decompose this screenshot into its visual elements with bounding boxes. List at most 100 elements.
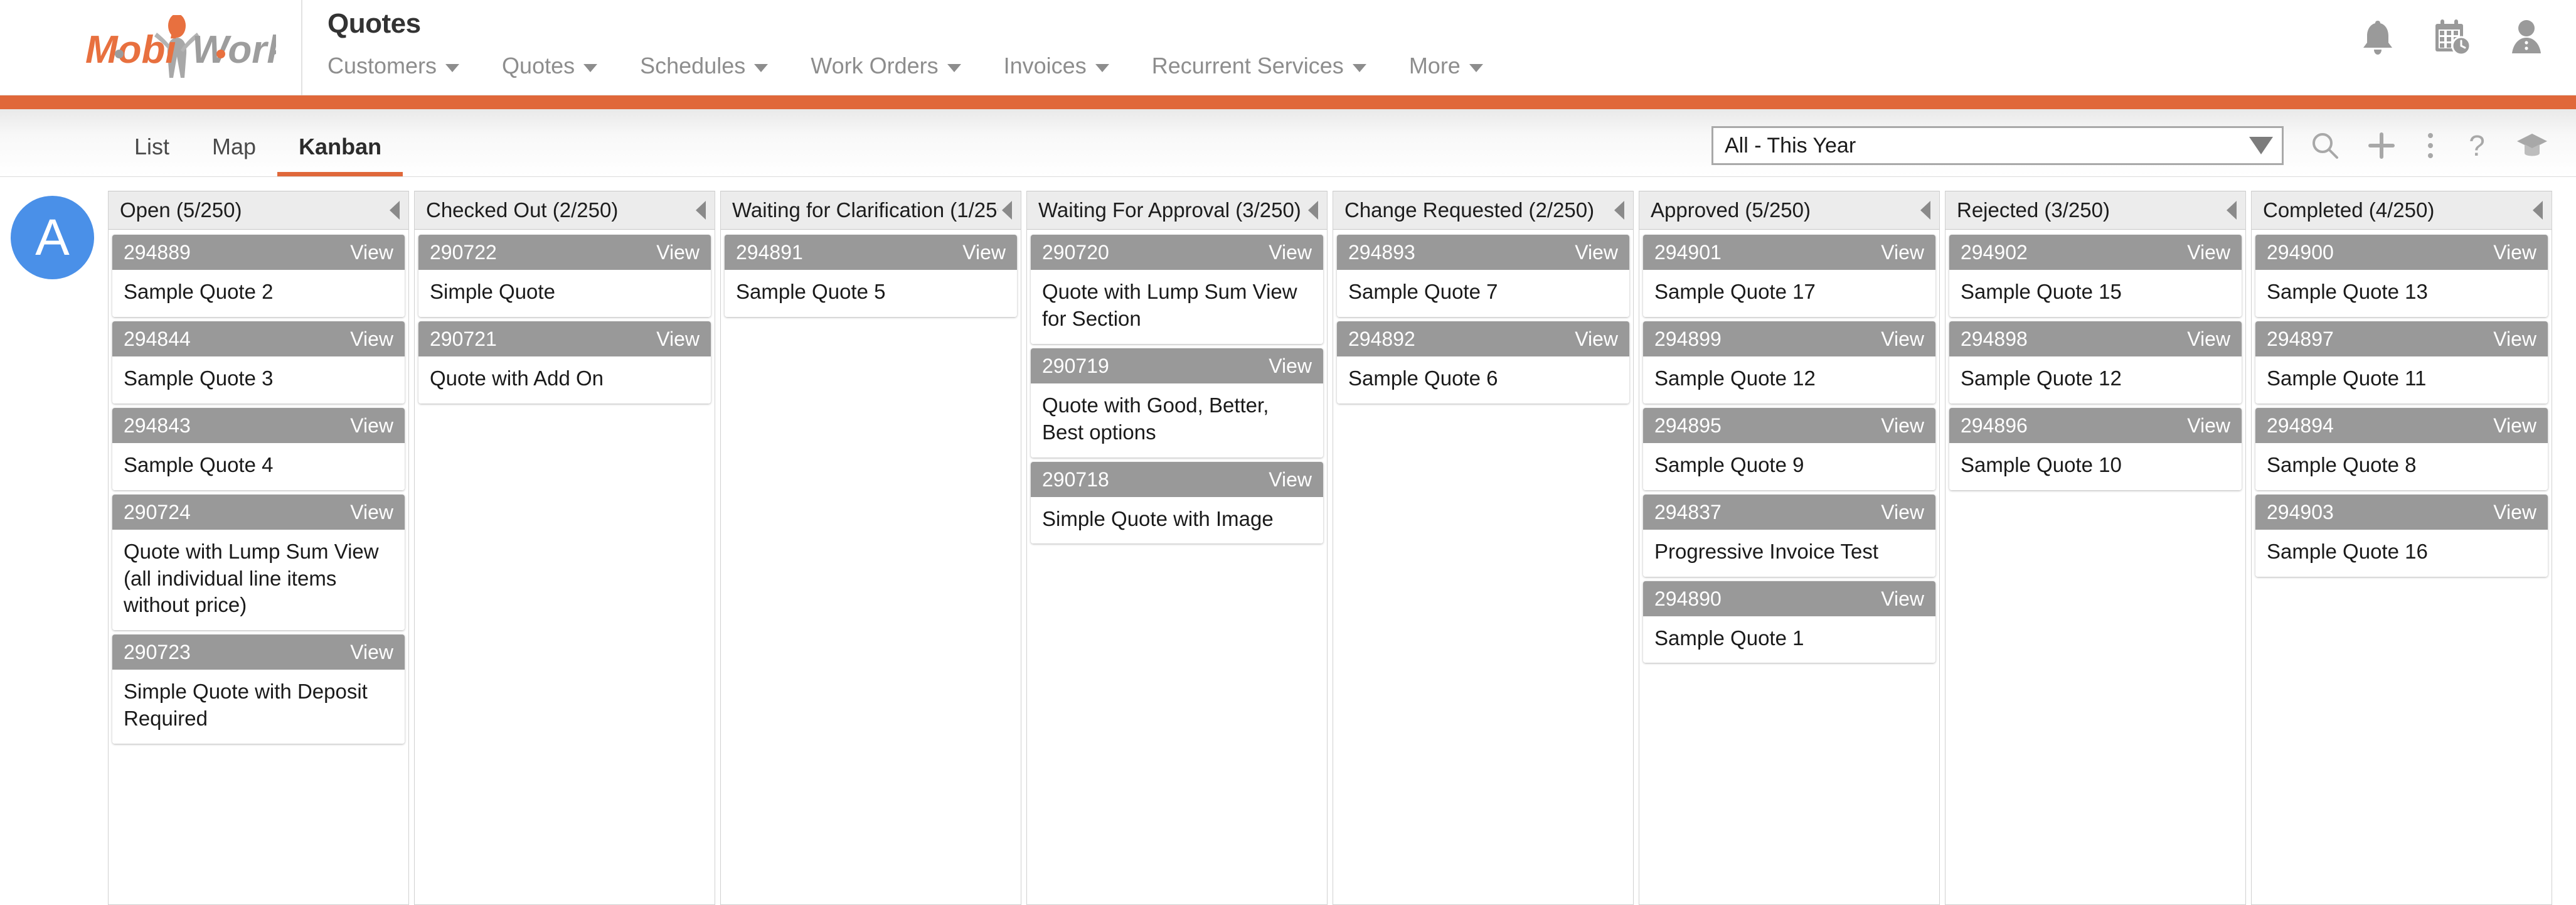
kanban-card[interactable]: 294899 View Sample Quote 12 <box>1643 321 1935 404</box>
toolbar: All - This Year ? <box>1711 126 2548 165</box>
kanban-card[interactable]: 290723 View Simple Quote with Deposit Requ… <box>112 635 405 744</box>
nav-item-more[interactable]: More <box>1409 53 1483 79</box>
view-link[interactable]: View <box>1881 587 1924 610</box>
calendar-clock-icon[interactable] <box>2432 19 2473 56</box>
kanban-card[interactable]: 294890 View Sample Quote 1 <box>1643 581 1935 663</box>
view-link[interactable]: View <box>1881 327 1924 350</box>
chevron-left-icon[interactable] <box>1614 201 1624 220</box>
kanban-card[interactable]: 294900 View Sample Quote 13 <box>2255 235 2548 317</box>
view-link[interactable]: View <box>350 414 393 437</box>
view-link[interactable]: View <box>2493 327 2536 350</box>
view-link[interactable]: View <box>656 241 700 264</box>
kanban-card[interactable]: 294894 View Sample Quote 8 <box>2255 407 2548 490</box>
kanban-column-header[interactable]: Checked Out (2/250) <box>415 191 715 230</box>
view-link[interactable]: View <box>2493 241 2536 264</box>
kanban-column-header[interactable]: Change Requested (2/250) <box>1333 191 1633 230</box>
chevron-down-icon <box>583 63 598 72</box>
chevron-left-icon[interactable] <box>1920 201 1930 220</box>
kanban-column-header[interactable]: Waiting for Clarification (1/250) <box>721 191 1021 230</box>
graduation-cap-icon[interactable] <box>2516 131 2548 161</box>
kanban-card[interactable]: 294893 View Sample Quote 7 <box>1337 235 1629 317</box>
more-vertical-icon[interactable] <box>2423 131 2438 161</box>
view-link[interactable]: View <box>1575 327 1618 350</box>
kanban-card[interactable]: 290720 View Quote with Lump Sum View for S… <box>1031 235 1323 344</box>
kanban-card[interactable]: 290718 View Simple Quote with Image <box>1031 461 1323 544</box>
nav-item-customers[interactable]: Customers <box>327 53 460 79</box>
view-link[interactable]: View <box>2187 327 2230 350</box>
view-link[interactable]: View <box>962 241 1006 264</box>
user-profile-icon[interactable] <box>2509 19 2543 56</box>
tab-list[interactable]: List <box>134 134 170 159</box>
view-link[interactable]: View <box>1269 468 1312 491</box>
kanban-card-id: 290724 <box>124 500 191 523</box>
kanban-card[interactable]: 290722 View Simple Quote <box>418 235 711 317</box>
view-link[interactable]: View <box>350 500 393 523</box>
kanban-column-title: Rejected (3/250) <box>1957 198 2110 222</box>
kanban-card[interactable]: 294895 View Sample Quote 9 <box>1643 407 1935 490</box>
kanban-card[interactable]: 290724 View Quote with Lump Sum View (all … <box>112 494 405 631</box>
view-link[interactable]: View <box>2187 241 2230 264</box>
chevron-left-icon[interactable] <box>2227 201 2237 220</box>
chevron-left-icon[interactable] <box>1002 201 1012 220</box>
kanban-card[interactable]: 294897 View Sample Quote 11 <box>2255 321 2548 404</box>
nav-item-label: Schedules <box>640 53 746 79</box>
kanban-card[interactable]: 294892 View Sample Quote 6 <box>1337 321 1629 404</box>
chevron-left-icon[interactable] <box>1308 201 1318 220</box>
chevron-left-icon[interactable] <box>696 201 706 220</box>
kanban-column-header[interactable]: Open (5/250) <box>109 191 408 230</box>
view-link[interactable]: View <box>350 641 393 664</box>
search-icon[interactable] <box>2310 131 2340 161</box>
chevron-left-icon[interactable] <box>390 201 400 220</box>
nav-item-quotes[interactable]: Quotes <box>502 53 598 79</box>
kanban-card[interactable]: 294903 View Sample Quote 16 <box>2255 494 2548 577</box>
kanban-column-header[interactable]: Rejected (3/250) <box>1945 191 2245 230</box>
view-link[interactable]: View <box>350 327 393 350</box>
kanban-card[interactable]: 294898 View Sample Quote 12 <box>1949 321 2242 404</box>
kanban-card-header: 294894 View <box>2255 407 2548 443</box>
kanban-card[interactable]: 294902 View Sample Quote 15 <box>1949 235 2242 317</box>
view-link[interactable]: View <box>1269 354 1312 377</box>
date-filter-select[interactable]: All - This Year <box>1711 126 2284 165</box>
page-title: Quotes <box>327 8 421 39</box>
tab-kanban[interactable]: Kanban <box>277 136 403 176</box>
kanban-card[interactable]: 294901 View Sample Quote 17 <box>1643 235 1935 317</box>
notifications-bell-icon[interactable] <box>2360 19 2395 56</box>
nav-item-label: Customers <box>327 53 437 79</box>
kanban-column-header[interactable]: Approved (5/250) <box>1639 191 1939 230</box>
tab-map[interactable]: Map <box>212 134 257 159</box>
kanban-column-body: 290720 View Quote with Lump Sum View for S… <box>1027 230 1327 904</box>
app-logo[interactable]: Mobi Work <box>82 0 302 95</box>
kanban-column-title: Waiting for Clarification (1/250) <box>732 198 998 222</box>
view-link[interactable]: View <box>1881 241 1924 264</box>
view-link[interactable]: View <box>1269 241 1312 264</box>
kanban-card[interactable]: 294889 View Sample Quote 2 <box>112 235 405 317</box>
kanban-card[interactable]: 294891 View Sample Quote 5 <box>725 235 1017 317</box>
kanban-card-title: Sample Quote 1 <box>1643 616 1935 663</box>
view-link[interactable]: View <box>1881 414 1924 437</box>
kanban-card[interactable]: 290721 View Quote with Add On <box>418 321 711 404</box>
view-link[interactable]: View <box>2493 500 2536 523</box>
view-link[interactable]: View <box>2493 414 2536 437</box>
kanban-card[interactable]: 290719 View Quote with Good, Better, Best … <box>1031 348 1323 458</box>
nav-item-recurrent-services[interactable]: Recurrent Services <box>1152 53 1366 79</box>
kanban-card[interactable]: 294837 View Progressive Invoice Test <box>1643 494 1935 577</box>
chevron-left-icon[interactable] <box>2533 201 2543 220</box>
kanban-card[interactable]: 294844 View Sample Quote 3 <box>112 321 405 404</box>
nav-item-work-orders[interactable]: Work Orders <box>811 53 961 79</box>
view-link[interactable]: View <box>656 327 700 350</box>
view-link[interactable]: View <box>1881 500 1924 523</box>
view-link[interactable]: View <box>1575 241 1618 264</box>
add-plus-icon[interactable] <box>2366 131 2397 161</box>
view-link[interactable]: View <box>2187 414 2230 437</box>
kanban-card[interactable]: 294843 View Sample Quote 4 <box>112 407 405 490</box>
kanban-card-id: 290722 <box>430 241 497 264</box>
kanban-column-header[interactable]: Completed (4/250) <box>2252 191 2552 230</box>
nav-item-schedules[interactable]: Schedules <box>640 53 769 79</box>
nav-item-invoices[interactable]: Invoices <box>1004 53 1109 79</box>
kanban-column-body: 294891 View Sample Quote 5 <box>721 230 1021 904</box>
kanban-column-header[interactable]: Waiting For Approval (3/250) <box>1027 191 1327 230</box>
kanban-card[interactable]: 294896 View Sample Quote 10 <box>1949 407 2242 490</box>
avatar[interactable]: A <box>11 196 94 279</box>
view-link[interactable]: View <box>350 241 393 264</box>
help-question-icon[interactable]: ? <box>2464 131 2489 161</box>
